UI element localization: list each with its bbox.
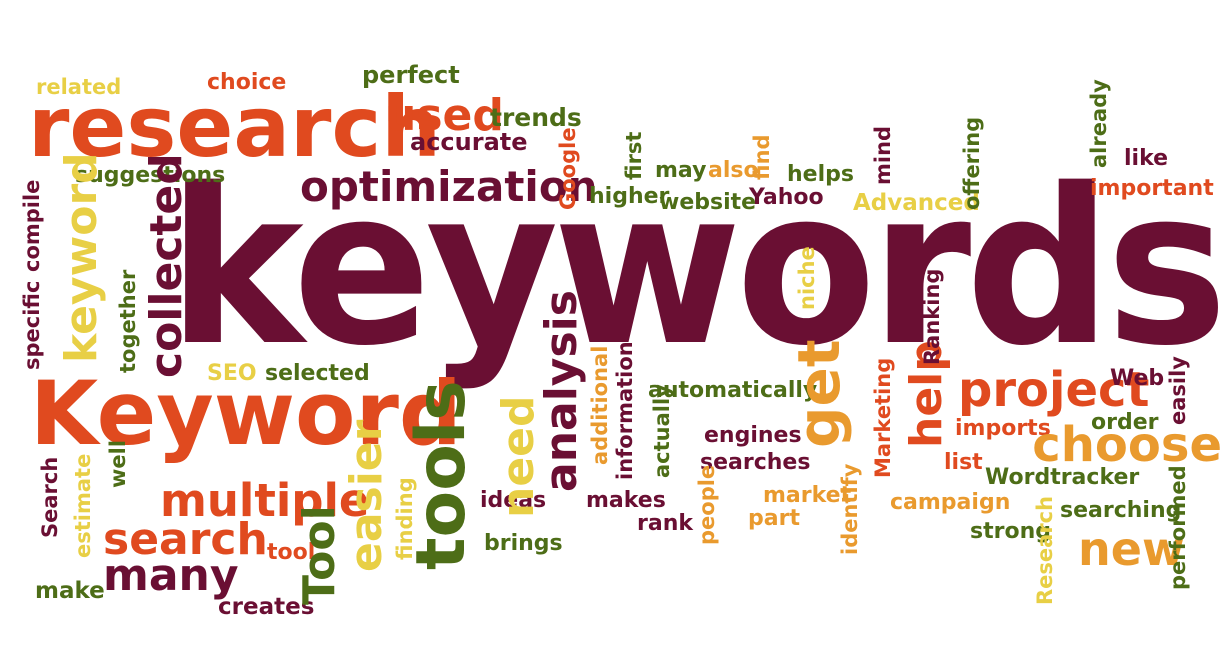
word-engines: engines [704, 423, 802, 448]
word-new: new [1078, 522, 1185, 576]
word-creates: creates [218, 594, 315, 620]
word-web: Web [1110, 366, 1165, 391]
word-trends: trends [490, 103, 582, 132]
word-easily: easily [1166, 356, 1190, 425]
word-information: information [613, 341, 637, 480]
word-keyword: keyword [56, 152, 107, 363]
word-research: research [28, 78, 442, 176]
word-choose: choose [1032, 417, 1222, 473]
word-ideas: ideas [480, 488, 547, 513]
word-tools: tools [402, 380, 481, 570]
word-estimate: estimate [71, 453, 95, 558]
word-offering: offering [960, 116, 984, 210]
word-compile: compile [20, 179, 44, 272]
word-may: may [655, 158, 707, 183]
word-higher: higher [589, 184, 670, 209]
word-collected: collected [141, 153, 192, 378]
word-list: list [944, 450, 983, 475]
word-people: people [695, 464, 719, 545]
word-choice: choice [207, 70, 287, 95]
word-tool: Tool [294, 505, 345, 605]
word-easier: easier [341, 419, 392, 572]
word-advanced: Advanced [853, 190, 980, 216]
word-selected: selected [265, 361, 370, 386]
word-searches: searches [700, 450, 811, 475]
word-identify: identify [838, 463, 862, 556]
word-together: together [116, 269, 140, 373]
word-specific: specific [20, 280, 44, 370]
word-analysis: analysis [536, 290, 587, 492]
word-used: used [385, 90, 504, 141]
word-makes: makes [586, 488, 666, 513]
word-seo: SEO [207, 361, 257, 386]
word-helps: helps [787, 162, 854, 187]
word-related: related [36, 75, 122, 99]
word-also: also [708, 158, 759, 183]
word-accurate: accurate [410, 128, 528, 156]
word-ranking: Ranking [920, 268, 944, 365]
word-actually: actually [650, 384, 674, 478]
word-rank: rank [637, 511, 693, 536]
word-google: Google [556, 127, 580, 210]
word-brings: brings [484, 531, 563, 556]
word-campaign: campaign [890, 490, 1011, 515]
word-already: already [1087, 79, 1111, 168]
word-first: first [622, 131, 646, 180]
word-website: website [659, 190, 757, 215]
word-multiple: multiple [160, 474, 370, 527]
word-automatically: automatically [648, 378, 818, 403]
word-keyword: Keyword [30, 362, 462, 465]
word-market: market [763, 483, 852, 508]
word-performed: performed [1166, 465, 1190, 590]
word-project: project [958, 362, 1150, 418]
word-strong: strong [970, 519, 1051, 544]
word-additional: additional [588, 345, 612, 465]
word-find: find [750, 134, 774, 180]
word-important: important [1090, 176, 1214, 201]
word-wordtracker: Wordtracker [985, 465, 1140, 490]
word-perfect: perfect [362, 61, 460, 89]
word-marketing: Marketing [871, 357, 895, 478]
word-mind: mind [871, 125, 895, 185]
word-need: need [493, 395, 544, 518]
word-part: part [748, 506, 800, 531]
word-searching: searching [1060, 498, 1182, 523]
word-search: Search [38, 456, 62, 538]
word-search: search [103, 514, 268, 565]
word-tool: tool [267, 540, 316, 565]
word-order: order [1091, 410, 1159, 435]
word-make: make [35, 578, 105, 604]
word-niche: niche [795, 246, 819, 310]
word-many: many [103, 550, 239, 601]
word-research: Research [1033, 495, 1057, 605]
word-get: get [785, 339, 853, 448]
word-well: well [106, 439, 130, 488]
word-suggestions: suggestions [75, 163, 226, 188]
word-keywords: keywords [168, 142, 1224, 393]
word-imports: imports [955, 416, 1051, 441]
word-yahoo: Yahoo [749, 185, 824, 210]
word-optimization: optimization [300, 162, 598, 211]
word-like: like [1124, 146, 1169, 171]
